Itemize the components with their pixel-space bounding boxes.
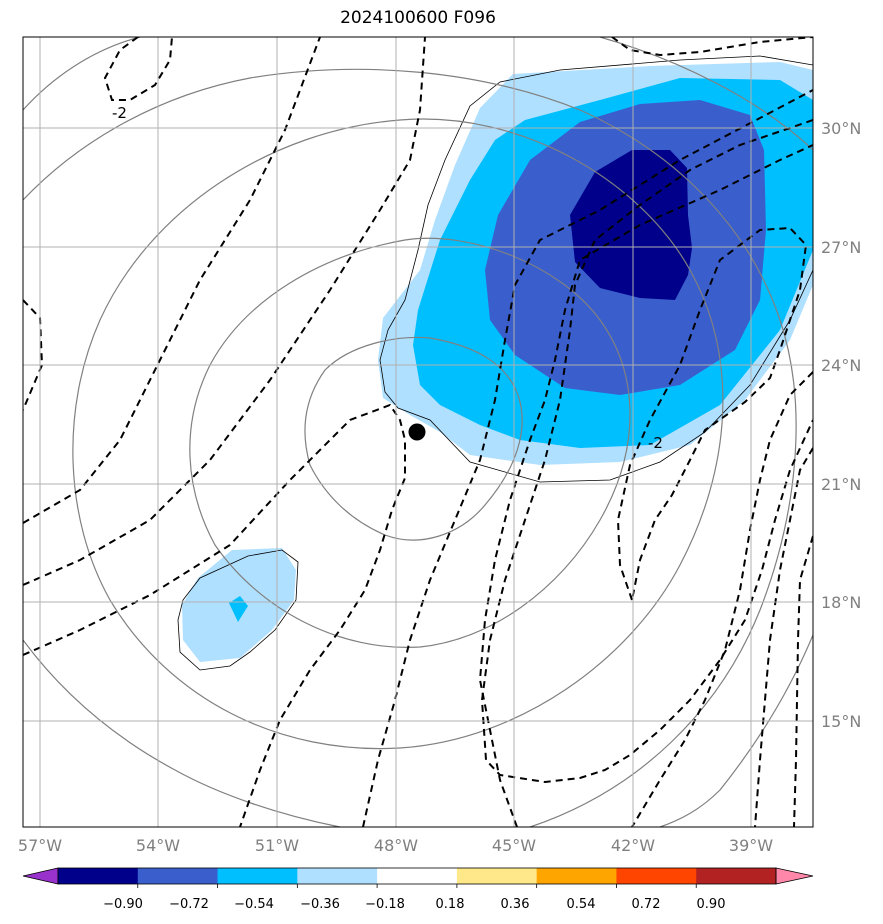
lon-tick-label: 48°W <box>374 836 418 855</box>
colorbar <box>22 867 814 888</box>
fill-level-4 <box>570 150 692 300</box>
lon-tick-label: 39°W <box>729 836 773 855</box>
map-frame <box>22 36 814 828</box>
colorbar-frame <box>57 867 777 885</box>
contour-label: -2 <box>648 434 663 452</box>
colorbar-tick-label: 0.72 <box>632 897 661 912</box>
colorbar-extend-low <box>22 867 59 885</box>
colorbar-segment <box>377 868 458 884</box>
colorbar-tick-label: 0.90 <box>697 897 726 912</box>
colorbar-segment <box>456 868 538 884</box>
map-title: 2024100600 F096 <box>340 8 496 28</box>
colorbar-tick-label: −0.54 <box>234 897 274 912</box>
graticule <box>23 37 813 827</box>
lon-tick-label: 51°W <box>255 836 299 855</box>
lat-tick-label: 24°N <box>821 356 861 375</box>
longitude-labels: 57°W 54°W 51°W 48°W 45°W 42°W 39°W <box>18 836 773 855</box>
colorbar-tick-labels: −0.90 −0.72 −0.54 −0.36 −0.18 0.18 0.36 … <box>103 897 725 912</box>
lat-tick-label: 18°N <box>821 593 861 612</box>
lon-tick-label: 45°W <box>492 836 536 855</box>
lat-tick-label: 21°N <box>821 475 861 494</box>
colorbar-segment <box>217 868 298 884</box>
lon-tick-label: 54°W <box>136 836 180 855</box>
colorbar-tick-label: −0.36 <box>300 897 340 912</box>
dashed-contours <box>23 37 813 827</box>
colorbar-segment <box>696 868 777 884</box>
colorbar-segment <box>297 868 378 884</box>
lat-tick-label: 27°N <box>821 238 861 257</box>
colorbar-tick-label: −0.18 <box>365 897 405 912</box>
colorbar-tick-label: −0.72 <box>169 897 209 912</box>
colorbar-tick-label: −0.90 <box>103 897 143 912</box>
lat-tick-label: 15°N <box>821 712 861 731</box>
contour-label: -2 <box>112 104 127 122</box>
latitude-labels: 30°N 27°N 24°N 21°N 18°N 15°N <box>821 119 861 731</box>
outline-contours <box>177 55 813 671</box>
colorbar-segment <box>536 868 617 884</box>
lon-tick-label: 57°W <box>18 836 62 855</box>
lon-tick-label: 42°W <box>611 836 655 855</box>
colorbar-tick-label: 0.36 <box>501 897 530 912</box>
colorbar-extend-high <box>775 867 814 885</box>
storm-center-marker <box>408 423 426 441</box>
colorbar-segment <box>616 868 697 884</box>
colorbar-segment <box>58 868 139 884</box>
colorbar-tick-label: 0.54 <box>567 897 596 912</box>
lat-tick-label: 30°N <box>821 119 861 138</box>
colorbar-tick-label: 0.18 <box>436 897 465 912</box>
colorbar-segment <box>137 868 219 884</box>
